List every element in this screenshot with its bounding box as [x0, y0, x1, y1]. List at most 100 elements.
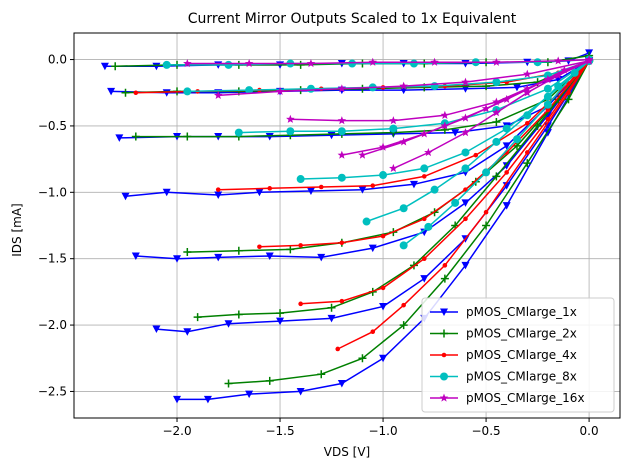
- data-point: [451, 129, 460, 137]
- data-point: [296, 60, 305, 69]
- legend-label: pMOS_CMlarge_16x: [466, 391, 585, 405]
- data-point: [492, 117, 501, 126]
- data-point: [286, 127, 295, 136]
- legend-item: pMOS_CMlarge_2x: [430, 327, 577, 341]
- data-point: [370, 329, 376, 335]
- data-point: [389, 124, 398, 133]
- x-tick-label: −1.0: [368, 424, 397, 438]
- data-point: [512, 83, 521, 92]
- data-point: [560, 65, 569, 74]
- data-point: [358, 186, 367, 194]
- series-line: [366, 60, 590, 223]
- data-point: [214, 253, 223, 262]
- data-point: [451, 198, 460, 207]
- data-point: [379, 354, 388, 363]
- data-point: [379, 302, 388, 311]
- data-point: [566, 90, 571, 96]
- data-point: [131, 132, 140, 141]
- data-point: [298, 243, 303, 248]
- data-point: [420, 275, 429, 283]
- data-point: [430, 57, 439, 66]
- series-line: [238, 60, 590, 134]
- data-point: [306, 187, 315, 195]
- legend-label: pMOS_CMlarge_4x: [466, 348, 577, 362]
- legend-label: pMOS_CMlarge_2x: [466, 327, 577, 341]
- data-point: [337, 116, 347, 125]
- data-point: [461, 164, 470, 173]
- data-point: [523, 69, 532, 78]
- data-point: [286, 245, 295, 254]
- data-point: [213, 90, 223, 100]
- data-point: [461, 261, 470, 270]
- data-point: [335, 346, 341, 352]
- data-point: [306, 84, 315, 93]
- data-point: [502, 202, 511, 210]
- data-point: [107, 87, 116, 96]
- data-point: [492, 78, 501, 87]
- data-point: [523, 111, 532, 120]
- y-tick-label: −1.0: [38, 185, 67, 199]
- data-point: [162, 188, 171, 197]
- data-point: [483, 209, 489, 215]
- data-point: [152, 325, 161, 334]
- data-point: [401, 302, 406, 308]
- data-point: [424, 147, 433, 157]
- data-point: [337, 173, 346, 182]
- axes: −2.0 −1.5 −1.0 −0.5 0.0 −2.5 −2.0 −1.5 −1.0 −0.5 0…: [38, 32, 621, 438]
- data-point: [358, 150, 367, 159]
- data-point: [543, 100, 552, 109]
- data-point: [203, 395, 212, 404]
- data-point: [214, 191, 223, 199]
- data-point: [554, 82, 563, 91]
- data-point: [379, 171, 388, 180]
- data-point: [389, 163, 398, 173]
- data-point: [362, 217, 371, 226]
- data-point: [224, 60, 233, 69]
- data-point: [420, 164, 429, 173]
- data-point: [543, 129, 552, 137]
- data-point: [440, 274, 449, 283]
- data-point: [545, 107, 551, 113]
- data-point: [492, 97, 501, 106]
- data-point: [564, 95, 573, 104]
- data-point: [380, 233, 386, 239]
- data-point: [234, 246, 243, 255]
- data-point: [524, 120, 530, 126]
- data-point: [327, 303, 336, 312]
- data-point: [245, 86, 254, 95]
- legend-marker: [440, 308, 448, 316]
- data-point: [224, 320, 233, 328]
- x-tick-label: −1.5: [265, 424, 294, 438]
- series-line: [135, 60, 590, 138]
- axes-frame: [73, 32, 621, 419]
- data-point: [481, 104, 491, 113]
- data-point: [440, 110, 450, 119]
- data-point: [337, 84, 347, 93]
- data-point: [183, 132, 192, 141]
- data-point: [584, 56, 594, 65]
- data-point: [492, 172, 501, 181]
- data-point: [255, 188, 264, 197]
- data-point: [348, 59, 357, 68]
- data-point: [358, 354, 367, 363]
- data-point: [512, 135, 521, 144]
- chart-title: Current Mirror Outputs Scaled to 1x Equi…: [188, 11, 517, 27]
- data-point: [378, 142, 388, 151]
- data-point: [502, 162, 511, 170]
- data-point: [265, 133, 274, 141]
- data-point: [215, 187, 221, 192]
- data-point: [409, 180, 418, 189]
- data-point: [399, 81, 408, 90]
- data-point: [276, 317, 285, 326]
- x-tick-label: −2.0: [162, 424, 191, 438]
- data-point: [339, 298, 345, 304]
- legend-item: pMOS_CMlarge_16x: [430, 391, 585, 405]
- data-point: [442, 263, 448, 268]
- data-point: [131, 252, 140, 261]
- legend-label: pMOS_CMlarge_8x: [466, 370, 577, 384]
- data-point: [275, 86, 285, 96]
- legend-marker: [440, 372, 448, 381]
- data-point: [461, 199, 470, 207]
- data-point: [133, 90, 139, 96]
- data-point: [409, 59, 418, 68]
